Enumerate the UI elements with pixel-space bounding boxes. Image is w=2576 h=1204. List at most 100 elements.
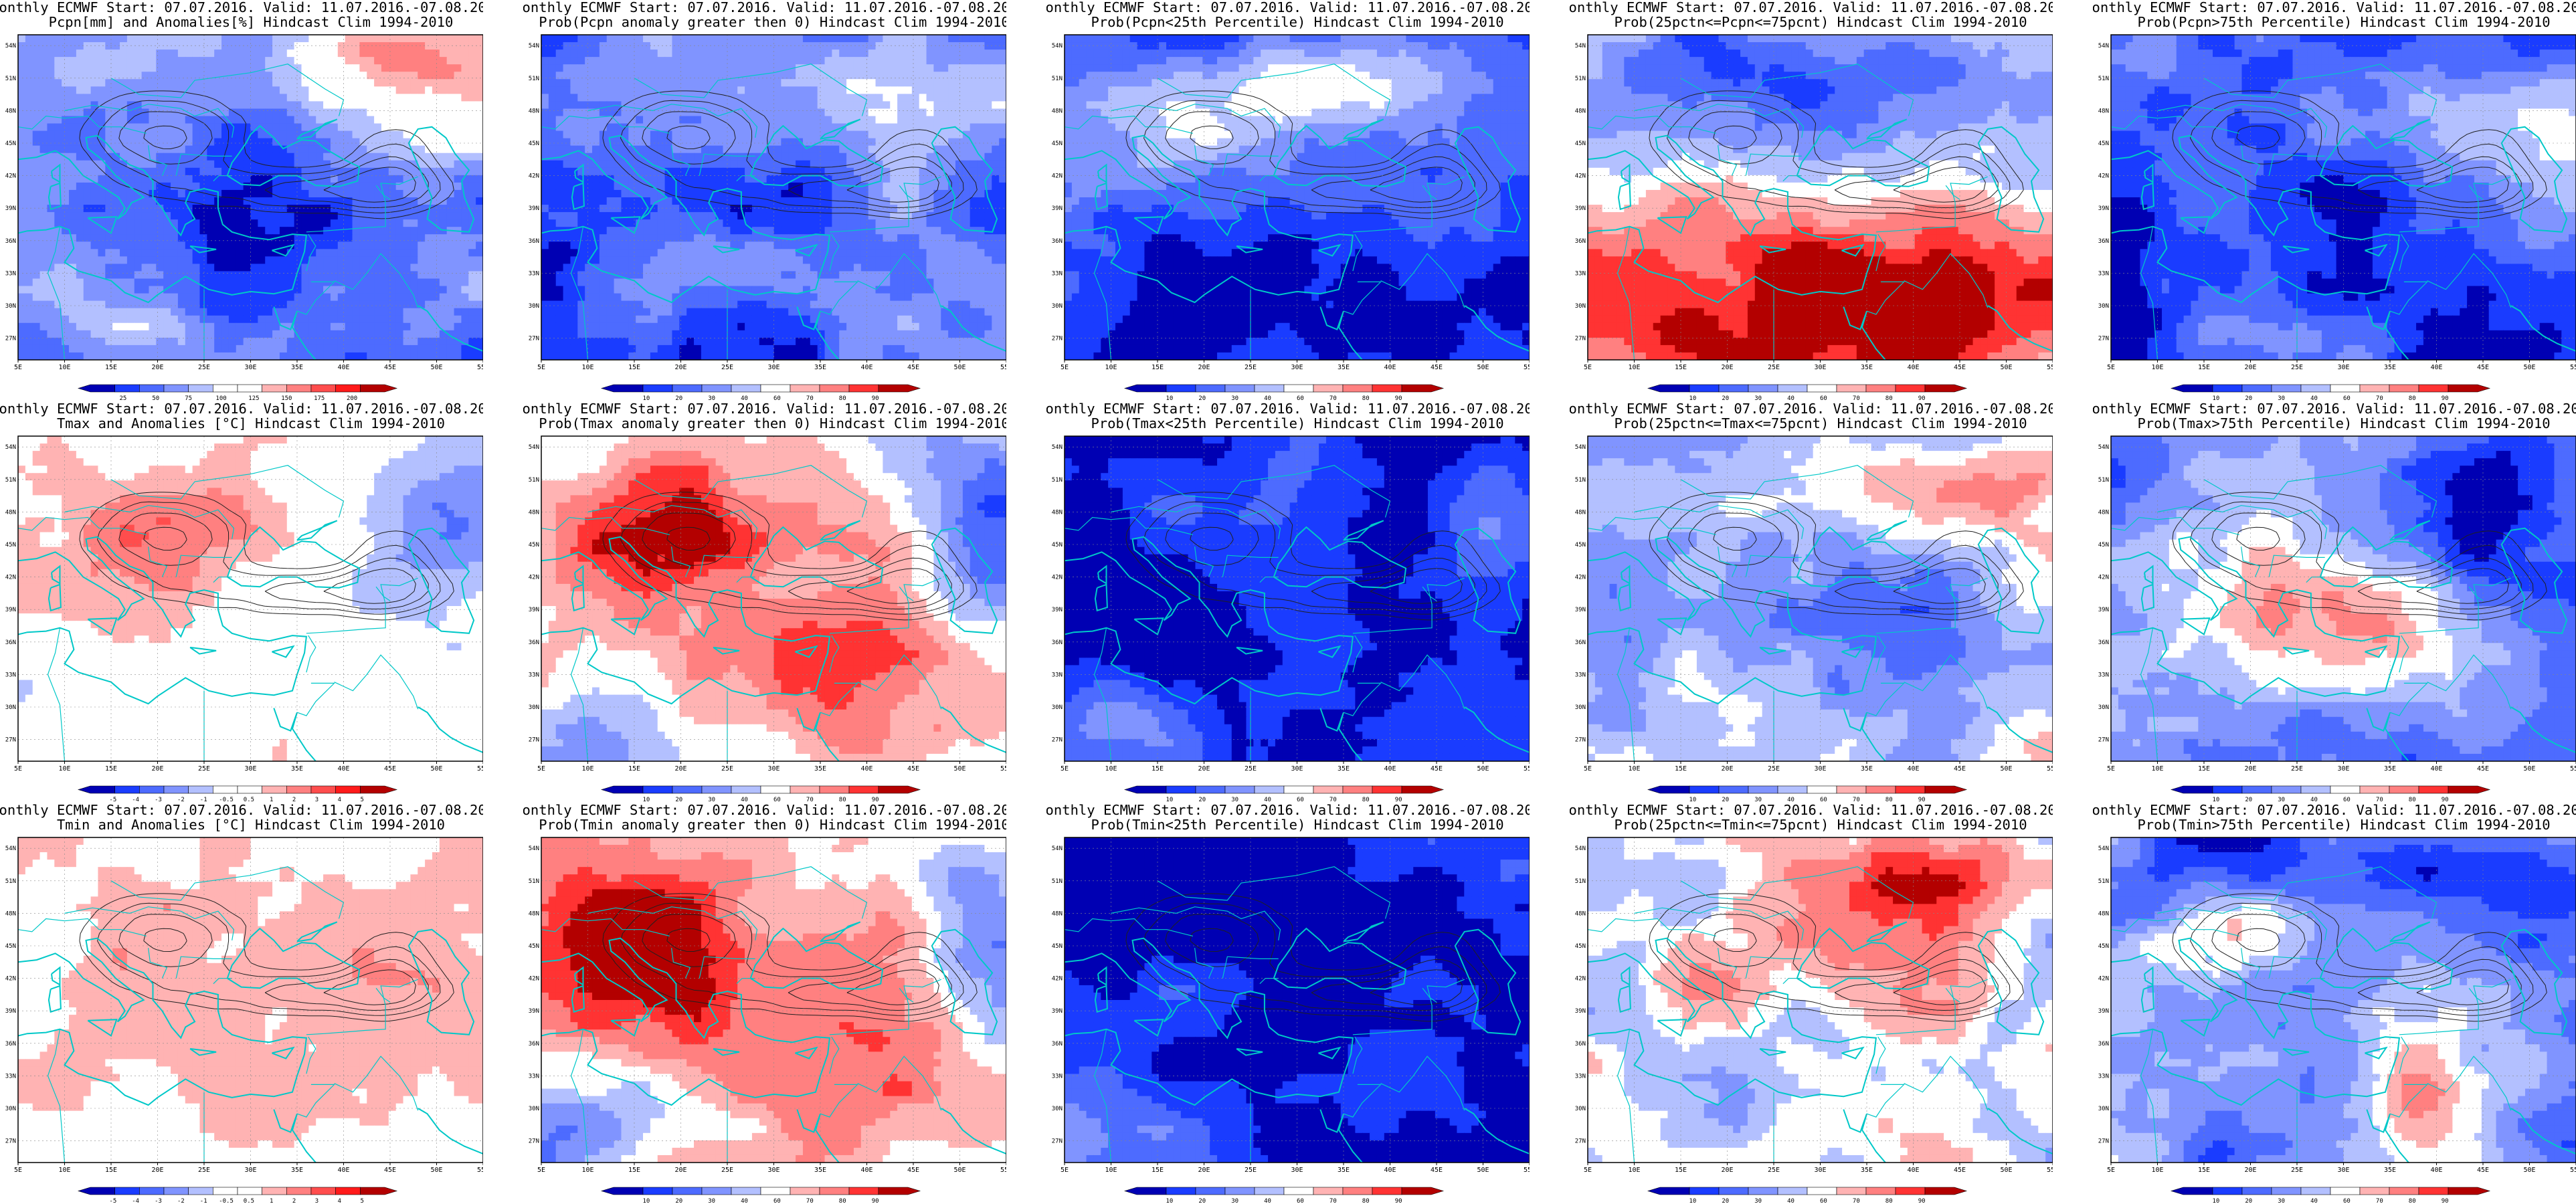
- heatmap-cell: [454, 130, 462, 139]
- heatmap-cell: [410, 308, 418, 316]
- heatmap-cell: [112, 315, 120, 324]
- heatmap-cell: [643, 271, 651, 280]
- heatmap-cell: [751, 94, 760, 102]
- heatmap-cell: [199, 286, 207, 294]
- heatmap-cell: [98, 153, 106, 161]
- heatmap-cell: [18, 138, 26, 146]
- heatmap-cell: [897, 256, 905, 265]
- heatmap-cell: [301, 249, 309, 257]
- heatmap-cell: [294, 108, 302, 117]
- heatmap-cell: [25, 57, 33, 65]
- heatmap-cell: [955, 94, 963, 102]
- heatmap-cell: [395, 330, 404, 338]
- heatmap-cell: [236, 197, 244, 205]
- heatmap-cell: [105, 145, 113, 154]
- heatmap-cell: [832, 205, 840, 213]
- heatmap-cell: [883, 241, 891, 249]
- heatmap-cell: [149, 145, 157, 154]
- heatmap-cell: [265, 86, 273, 94]
- heatmap-cell: [781, 212, 789, 220]
- heatmap-cell: [875, 160, 883, 169]
- heatmap-cell: [425, 189, 433, 198]
- heatmap-cell: [221, 212, 229, 220]
- heatmap-cell: [636, 219, 644, 227]
- heatmap-cell: [381, 145, 389, 154]
- heatmap-cell: [25, 72, 33, 80]
- heatmap-cell: [585, 205, 593, 213]
- heatmap-cell: [439, 42, 448, 50]
- heatmap-cell: [977, 241, 986, 249]
- heatmap-cell: [134, 116, 143, 124]
- heatmap-cell: [846, 79, 854, 87]
- heatmap-cell: [286, 256, 295, 265]
- heatmap-cell: [555, 35, 564, 43]
- heatmap-cell: [403, 197, 411, 205]
- heatmap-cell: [860, 241, 869, 249]
- heatmap-cell: [192, 160, 201, 169]
- heatmap-cell: [999, 189, 1006, 198]
- heatmap-cell: [192, 130, 201, 139]
- heatmap-cell: [664, 182, 673, 191]
- heatmap-cell: [548, 241, 557, 249]
- heatmap-cell: [294, 322, 302, 331]
- heatmap-cell: [54, 182, 62, 191]
- heatmap-cell: [919, 116, 927, 124]
- heatmap-cell: [541, 130, 549, 139]
- heatmap-cell: [657, 234, 666, 242]
- heatmap-cell: [723, 145, 731, 154]
- heatmap-cell: [316, 256, 324, 265]
- heatmap-cell: [657, 123, 666, 132]
- heatmap-cell: [359, 315, 367, 324]
- heatmap-cell: [745, 35, 753, 43]
- heatmap-cell: [439, 108, 448, 117]
- heatmap-cell: [853, 130, 862, 139]
- heatmap-cell: [403, 79, 411, 87]
- heatmap-cell: [796, 79, 804, 87]
- heatmap-cell: [701, 116, 709, 124]
- heatmap-cell: [614, 64, 622, 72]
- heatmap-cell: [977, 72, 986, 80]
- heatmap-cell: [156, 264, 164, 272]
- heatmap-cell: [279, 145, 288, 154]
- heatmap-cell: [388, 175, 397, 183]
- colorbar-label: 125: [248, 395, 259, 401]
- heatmap-cell: [468, 94, 476, 102]
- heatmap-cell: [454, 116, 462, 124]
- heatmap-cell: [388, 330, 397, 338]
- heatmap-cell: [810, 42, 818, 50]
- heatmap-cell: [730, 205, 738, 213]
- heatmap-cell: [788, 256, 796, 265]
- heatmap-cell: [126, 249, 135, 257]
- heatmap-cell: [98, 205, 106, 213]
- heatmap-cell: [171, 101, 179, 110]
- heatmap-cell: [18, 79, 26, 87]
- heatmap-cell: [410, 227, 418, 235]
- heatmap-cell: [76, 256, 84, 265]
- heatmap-cell: [715, 264, 724, 272]
- heatmap-cell: [337, 293, 346, 302]
- heatmap-cell: [708, 212, 717, 220]
- heatmap-cell: [592, 79, 600, 87]
- heatmap-cell: [54, 264, 62, 272]
- heatmap-cell: [345, 286, 353, 294]
- heatmap-cell: [970, 189, 978, 198]
- heatmap-cell: [112, 212, 120, 220]
- heatmap-cell: [853, 79, 862, 87]
- heatmap-cell: [381, 337, 389, 346]
- heatmap-cell: [781, 86, 789, 94]
- heatmap-cell: [962, 234, 971, 242]
- heatmap-cell: [98, 256, 106, 265]
- heatmap-cell: [723, 249, 731, 257]
- heatmap-cell: [751, 234, 760, 242]
- heatmap-cell: [817, 57, 826, 65]
- heatmap-cell: [236, 153, 244, 161]
- heatmap-cell: [962, 212, 971, 220]
- heatmap-cell: [839, 160, 847, 169]
- heatmap-cell: [541, 175, 549, 183]
- heatmap-cell: [745, 175, 753, 183]
- heatmap-cell: [54, 315, 62, 324]
- heatmap-cell: [919, 64, 927, 72]
- heatmap-cell: [548, 64, 557, 72]
- heatmap-cell: [330, 234, 339, 242]
- heatmap-cell: [388, 271, 397, 280]
